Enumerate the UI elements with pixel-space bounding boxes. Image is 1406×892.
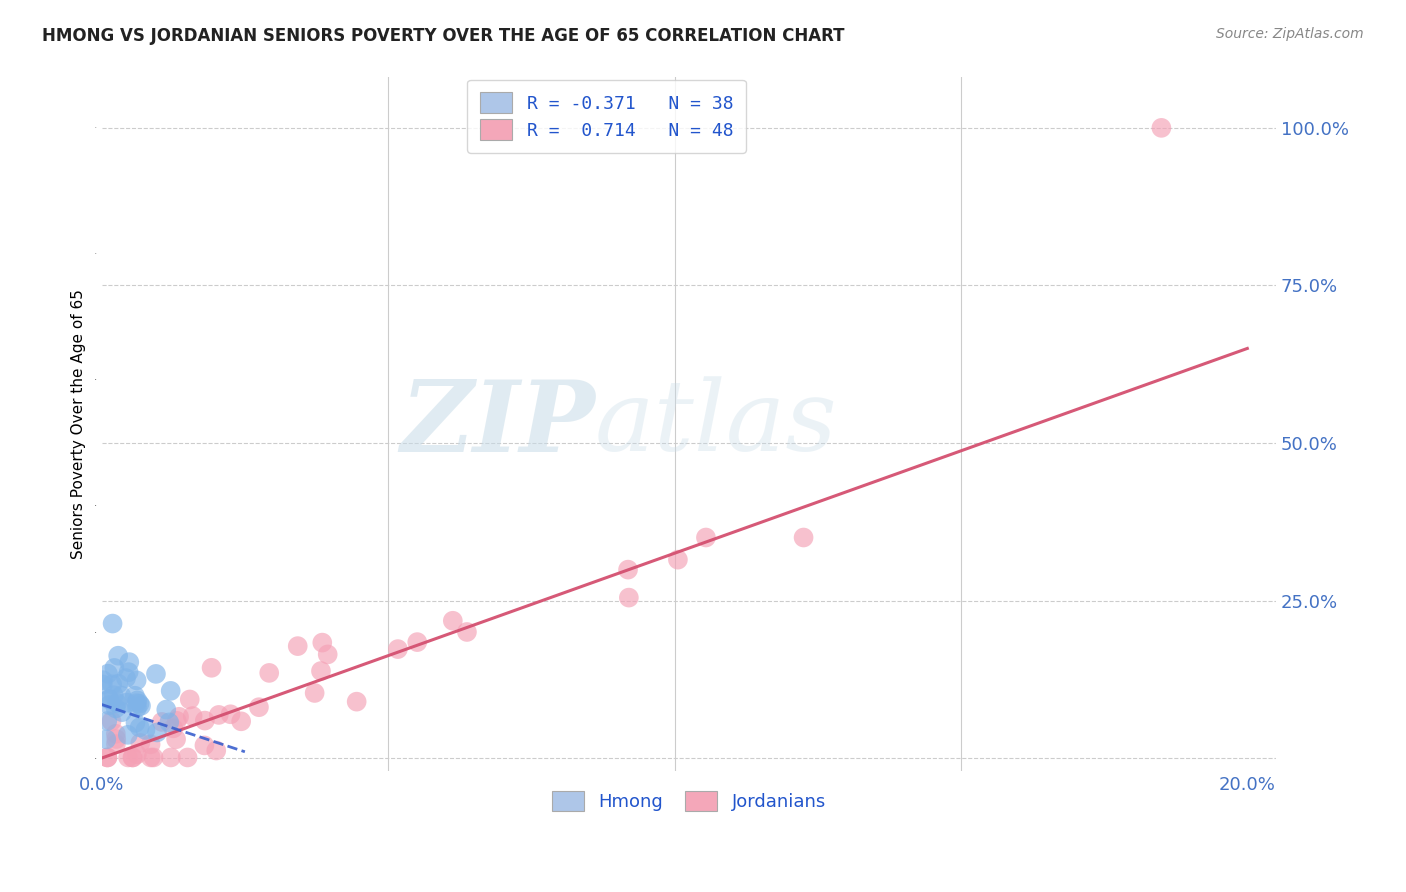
Point [666, 552, 689, 566]
Point [150, 714, 173, 729]
Point [145, 666, 167, 681]
Point [139, 750, 162, 764]
Point [205, 743, 228, 757]
Point [257, 665, 280, 680]
Point [304, 686, 326, 700]
Point [346, 695, 368, 709]
Point [100, 714, 122, 729]
Point [121, 750, 143, 764]
Point [793, 531, 815, 545]
Point [311, 635, 333, 649]
Point [406, 635, 429, 649]
Point [117, 750, 139, 764]
Point [155, 702, 177, 716]
Point [456, 624, 478, 639]
Point [103, 661, 125, 675]
Point [160, 750, 183, 764]
Point [181, 709, 204, 723]
Point [129, 698, 152, 713]
Point [128, 697, 150, 711]
Point [200, 661, 222, 675]
Point [617, 591, 640, 605]
Point [104, 727, 127, 741]
Point [162, 722, 184, 736]
Point [91, 677, 114, 691]
Point [309, 664, 332, 678]
Point [129, 736, 152, 750]
Point [96, 750, 118, 764]
Point [125, 696, 148, 710]
Point [115, 671, 138, 685]
Text: atlas: atlas [595, 376, 838, 472]
Point [118, 655, 141, 669]
Point [98, 698, 121, 713]
Point [166, 714, 188, 728]
Point [193, 739, 215, 753]
Point [127, 693, 149, 707]
Point [139, 737, 162, 751]
Point [124, 689, 146, 703]
Point [105, 696, 128, 710]
Point [101, 677, 124, 691]
Point [441, 614, 464, 628]
Point [125, 673, 148, 688]
Point [134, 723, 156, 737]
Point [179, 692, 201, 706]
Point [98, 692, 121, 706]
Point [117, 665, 139, 680]
Point [247, 700, 270, 714]
Point [96, 750, 118, 764]
Point [695, 531, 717, 545]
Point [176, 750, 198, 764]
Point [219, 707, 242, 722]
Point [387, 642, 409, 657]
Point [159, 684, 181, 698]
Point [142, 750, 165, 764]
Point [128, 720, 150, 734]
Point [105, 732, 128, 747]
Point [97, 666, 120, 681]
Point [91, 673, 114, 688]
Point [115, 696, 138, 710]
Text: HMONG VS JORDANIAN SENIORS POVERTY OVER THE AGE OF 65 CORRELATION CHART: HMONG VS JORDANIAN SENIORS POVERTY OVER … [42, 27, 845, 45]
Point [287, 639, 309, 653]
Y-axis label: Seniors Poverty Over the Age of 65: Seniors Poverty Over the Age of 65 [72, 289, 86, 559]
Point [125, 747, 148, 762]
Point [125, 700, 148, 714]
Point [104, 737, 127, 751]
Point [96, 732, 118, 747]
Point [194, 714, 217, 728]
Point [110, 689, 132, 703]
Point [104, 701, 127, 715]
Text: Source: ZipAtlas.com: Source: ZipAtlas.com [1216, 27, 1364, 41]
Point [208, 707, 231, 722]
Point [124, 715, 146, 730]
Point [96, 714, 118, 728]
Point [98, 692, 121, 706]
Point [146, 725, 169, 739]
Point [117, 728, 139, 742]
Point [101, 616, 124, 631]
Point [617, 563, 640, 577]
Point [103, 688, 125, 702]
Text: ZIP: ZIP [399, 376, 595, 473]
Point [165, 732, 187, 747]
Point [121, 750, 143, 764]
Point [231, 714, 253, 729]
Point [1150, 120, 1173, 135]
Point [111, 705, 134, 719]
Point [107, 677, 129, 691]
Point [107, 648, 129, 663]
Point [316, 648, 339, 662]
Legend: Hmong, Jordanians: Hmong, Jordanians [538, 778, 839, 824]
Point [157, 715, 180, 730]
Point [167, 710, 190, 724]
